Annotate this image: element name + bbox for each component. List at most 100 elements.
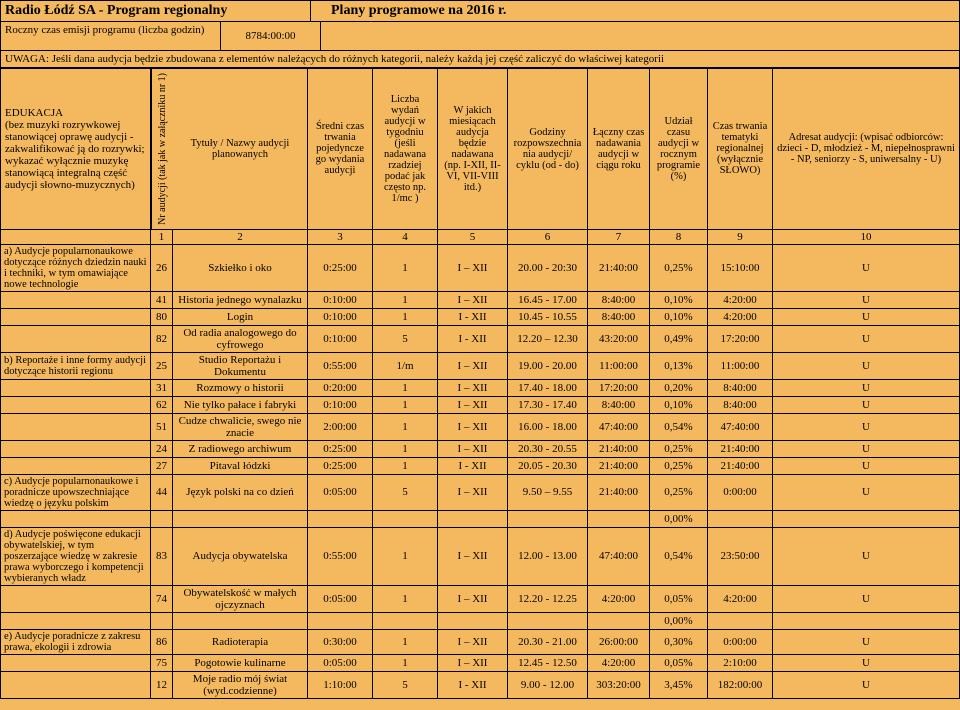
cell-months: I - XII <box>438 309 508 325</box>
cell-frequency: 1 <box>373 630 438 654</box>
table-row: 80Login0:10:001I - XII10.45 - 10.558:40:… <box>0 309 960 326</box>
cell-regional: 2:10:00 <box>708 655 773 671</box>
cell-share: 0,25% <box>650 458 708 474</box>
cell-total-time: 17:20:00 <box>588 380 650 396</box>
cell-hours: 17.30 - 17.40 <box>508 397 588 413</box>
cell-duration: 0:30:00 <box>308 630 373 654</box>
plan-title: Plany programowe na 2016 r. <box>311 1 959 21</box>
col-header-frequency: Liczba wydań audycji w tygodniu (jeśli n… <box>373 69 438 229</box>
cell-share: 0,54% <box>650 528 708 585</box>
category-label <box>1 613 151 629</box>
category-label <box>1 397 151 413</box>
table-row: 12Moje radio mój świat (wyd.codzienne)1:… <box>0 672 960 699</box>
numrow-n4: 4 <box>373 230 438 244</box>
cell-months: I – XII <box>438 245 508 291</box>
cell-frequency: 1 <box>373 441 438 457</box>
category-label <box>1 586 151 612</box>
cell-audience <box>773 613 959 629</box>
cell-hours <box>508 511 588 527</box>
cell-regional: 11:00:00 <box>708 353 773 379</box>
cell-nr: 51 <box>151 414 173 440</box>
cell-duration <box>308 613 373 629</box>
cell-hours: 12.45 - 12.50 <box>508 655 588 671</box>
document-header: Radio Łódź SA - Program regionalny Plany… <box>0 0 960 69</box>
cell-duration <box>308 511 373 527</box>
cell-duration: 0:25:00 <box>308 245 373 291</box>
cell-title: Historia jednego wynalazku <box>173 292 308 308</box>
cell-audience: U <box>773 397 959 413</box>
table-row: 74Obywatelskość w małych ojczyznach0:05:… <box>0 586 960 613</box>
cell-audience: U <box>773 309 959 325</box>
cell-total-time <box>588 511 650 527</box>
cell-audience: U <box>773 630 959 654</box>
cell-total-time: 21:40:00 <box>588 441 650 457</box>
cell-audience: U <box>773 586 959 612</box>
cell-share: 0,25% <box>650 245 708 291</box>
cell-months: I – XII <box>438 292 508 308</box>
cell-share: 0,10% <box>650 397 708 413</box>
cell-title <box>173 511 308 527</box>
cell-total-time: 11:00:00 <box>588 353 650 379</box>
cell-frequency: 1 <box>373 380 438 396</box>
cell-months: I – XII <box>438 475 508 510</box>
cell-total-time: 8:40:00 <box>588 292 650 308</box>
page: Radio Łódź SA - Program regionalny Plany… <box>0 0 960 710</box>
cell-regional: 17:20:00 <box>708 326 773 352</box>
cell-regional: 15:10:00 <box>708 245 773 291</box>
cell-share: 0,25% <box>650 441 708 457</box>
col-header-title: Tytuły / Nazwy audycji planowanych <box>173 69 308 229</box>
cell-nr: 86 <box>151 630 173 654</box>
cell-nr: 24 <box>151 441 173 457</box>
category-label: e) Audycje poradnicze z zakresu prawa, e… <box>1 630 151 654</box>
cell-regional: 21:40:00 <box>708 441 773 457</box>
col-header-total-time: Łączny czas nadawania audycji w ciągu ro… <box>588 69 650 229</box>
cell-frequency <box>373 511 438 527</box>
cell-regional: 8:40:00 <box>708 397 773 413</box>
header-blank <box>321 22 959 50</box>
table-row: 0,00% <box>0 511 960 528</box>
cell-hours: 20.05 - 20.30 <box>508 458 588 474</box>
table-row: e) Audycje poradnicze z zakresu prawa, e… <box>0 630 960 655</box>
cell-audience: U <box>773 441 959 457</box>
cell-share: 0,49% <box>650 326 708 352</box>
cell-audience: U <box>773 414 959 440</box>
cell-frequency: 1 <box>373 655 438 671</box>
table-row: 62Nie tylko pałace i fabryki0:10:001I – … <box>0 397 960 414</box>
cell-title: Obywatelskość w małych ojczyznach <box>173 586 308 612</box>
cell-duration: 0:05:00 <box>308 586 373 612</box>
cell-hours: 16.45 - 17.00 <box>508 292 588 308</box>
cell-audience: U <box>773 655 959 671</box>
col-header-months: W jakich miesiącach audycja będzie nadaw… <box>438 69 508 229</box>
cell-months: I - XII <box>438 458 508 474</box>
cell-title: Moje radio mój świat (wyd.codzienne) <box>173 672 308 698</box>
col-header-hours: Godziny rozpowszechnia nia audycji/ cykl… <box>508 69 588 229</box>
category-label <box>1 309 151 325</box>
cell-regional: 4:20:00 <box>708 309 773 325</box>
cell-hours: 20.30 - 21.00 <box>508 630 588 654</box>
category-label <box>1 326 151 352</box>
cell-months: I – XII <box>438 528 508 585</box>
table-row: d) Audycje poświęcone edukacji obywatels… <box>0 528 960 586</box>
cell-duration: 1:10:00 <box>308 672 373 698</box>
cell-title: Szkiełko i oko <box>173 245 308 291</box>
cell-nr: 26 <box>151 245 173 291</box>
cell-share: 0,10% <box>650 292 708 308</box>
table-row: 75Pogotowie kulinarne0:05:001I – XII12.4… <box>0 655 960 672</box>
cell-nr: 25 <box>151 353 173 379</box>
numrow-n1: 1 <box>151 230 173 244</box>
cell-share: 0,00% <box>650 613 708 629</box>
header-row-hours: Roczny czas emisji programu (liczba godz… <box>1 22 959 51</box>
cell-regional: 47:40:00 <box>708 414 773 440</box>
roczny-label: Roczny czas emisji programu (liczba godz… <box>1 22 221 50</box>
numrow-n3: 3 <box>308 230 373 244</box>
table-row: 24Z radiowego archiwum0:25:001I – XII20.… <box>0 441 960 458</box>
cell-frequency: 1/m <box>373 353 438 379</box>
cell-frequency: 1 <box>373 397 438 413</box>
cell-share: 0,10% <box>650 309 708 325</box>
cell-nr: 41 <box>151 292 173 308</box>
cell-nr: 75 <box>151 655 173 671</box>
cell-regional: 23:50:00 <box>708 528 773 585</box>
cell-nr <box>151 613 173 629</box>
numrow-blank-left <box>1 230 151 244</box>
numrow-n2: 2 <box>173 230 308 244</box>
